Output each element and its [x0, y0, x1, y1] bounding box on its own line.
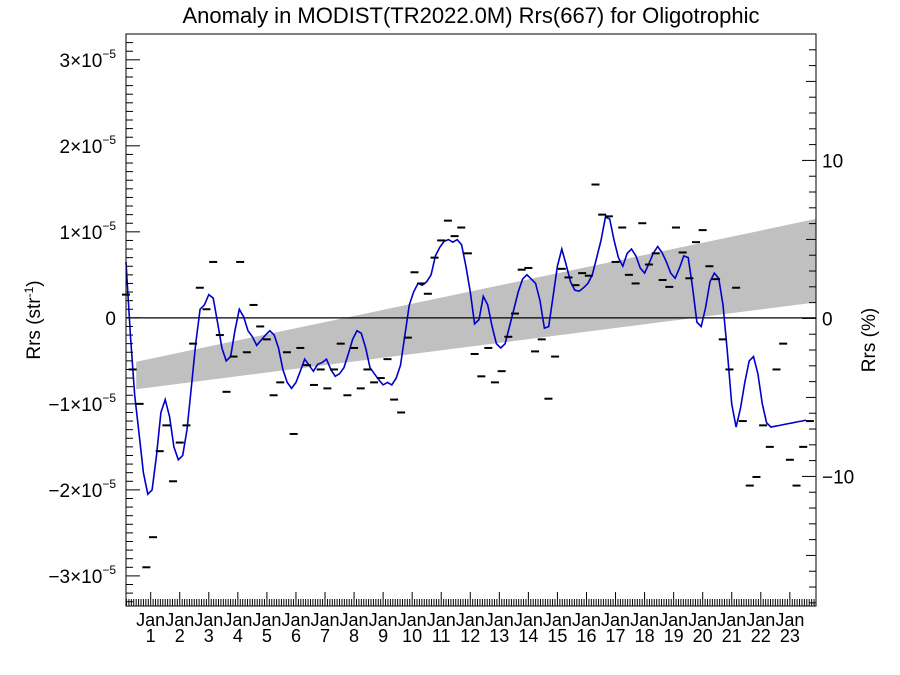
trend-band-layer	[136, 218, 816, 390]
x-tick-label-month: Jan	[252, 610, 281, 630]
x-tick-label-month: Jan	[456, 610, 485, 630]
x-tick-label-month: Jan	[514, 610, 543, 630]
smoothed-series-line	[125, 216, 806, 496]
x-tick-label-year: 5	[262, 626, 272, 646]
y-tick-label: −1×10−5	[48, 391, 116, 416]
x-tick-label-year: 3	[204, 626, 214, 646]
x-tick-label-year: 9	[378, 626, 388, 646]
x-tick-label-year: 21	[722, 626, 742, 646]
x-tick-label-month: Jan	[572, 610, 601, 630]
y2-tick-label: −10	[822, 467, 854, 488]
y-axis-label: Rrs (str-1)	[22, 280, 45, 359]
x-tick-label-month: Jan	[427, 610, 456, 630]
trend-band	[136, 218, 816, 390]
x-tick-label-year: 23	[780, 626, 800, 646]
x-tick-label-month: Jan	[223, 610, 252, 630]
y2-tick-label: 10	[822, 151, 843, 172]
y-tick-label: 1×10−5	[60, 219, 117, 244]
y-tick-exponent: −5	[102, 219, 116, 233]
x-tick-label-year: 19	[664, 626, 684, 646]
x-tick-label-year: 2	[175, 626, 185, 646]
x-tick-label-month: Jan	[659, 610, 688, 630]
y-tick-mantissa: −1×10	[48, 395, 102, 416]
x-tick-label-year: 6	[291, 626, 301, 646]
x-tick-label-year: 1	[146, 626, 156, 646]
y-axis-label-main: Rrs (str	[24, 297, 45, 360]
plot-frame	[125, 33, 817, 607]
x-tick-label-year: 8	[349, 626, 359, 646]
y-tick-label: 2×10−5	[60, 133, 117, 158]
x-tick-label-month: Jan	[485, 610, 514, 630]
axes-layer: −3×10−5−2×10−5−1×10−501×10−52×10−53×10−5…	[48, 33, 854, 646]
y-tick-label: −2×10−5	[48, 477, 116, 502]
x-tick-label-year: 7	[320, 626, 330, 646]
points-layer	[122, 183, 814, 569]
y-tick-mantissa: −2×10	[48, 481, 102, 502]
x-tick-label-month: Jan	[775, 610, 804, 630]
x-tick-label-month: Jan	[717, 610, 746, 630]
x-tick-label-year: 12	[460, 626, 480, 646]
y-tick-exponent: −5	[102, 133, 116, 147]
x-tick-label-year: 20	[693, 626, 713, 646]
x-tick-label-month: Jan	[688, 610, 717, 630]
x-tick-label-month: Jan	[194, 610, 223, 630]
x-tick-label-month: Jan	[281, 610, 310, 630]
y-axis-label-close: )	[24, 280, 45, 286]
x-tick-label-month: Jan	[601, 610, 630, 630]
x-tick-label-year: 14	[518, 626, 538, 646]
x-tick-label-year: 17	[606, 626, 626, 646]
x-tick-label-month: Jan	[136, 610, 165, 630]
y-tick-label: 3×10−5	[60, 47, 117, 72]
y-tick-mantissa: −3×10	[48, 567, 102, 588]
x-tick-label-month: Jan	[746, 610, 775, 630]
series-layer	[125, 216, 806, 496]
x-tick-label-year: 22	[751, 626, 771, 646]
x-tick-label-year: 18	[635, 626, 655, 646]
y-tick-mantissa: 1×10	[60, 223, 103, 244]
x-tick-label-year: 4	[233, 626, 243, 646]
x-tick-label-month: Jan	[630, 610, 659, 630]
x-tick-label-month: Jan	[340, 610, 369, 630]
x-tick-label-year: 16	[576, 626, 596, 646]
chart-title: Anomaly in MODIST(TR2022.0M) Rrs(667) fo…	[182, 3, 759, 28]
y-tick-label: 0	[105, 309, 116, 330]
x-tick-label-year: 11	[432, 626, 451, 646]
y-tick-exponent: −5	[102, 563, 116, 577]
y-axis-label-exp: -1	[22, 286, 36, 297]
x-tick-label-month: Jan	[165, 610, 194, 630]
x-tick-label-year: 15	[547, 626, 567, 646]
y-tick-exponent: −5	[102, 477, 116, 491]
x-tick-label-year: 13	[489, 626, 509, 646]
x-tick-label-month: Jan	[369, 610, 398, 630]
y-tick-exponent: −5	[102, 391, 116, 405]
x-tick-label-month: Jan	[310, 610, 339, 630]
y-tick-mantissa: 3×10	[60, 51, 103, 72]
y-tick-exponent: −5	[102, 47, 116, 61]
x-tick-label-month: Jan	[398, 610, 427, 630]
y-tick-mantissa: 2×10	[60, 137, 103, 158]
y-tick-mantissa: 0	[105, 309, 116, 330]
y2-axis-label: Rrs (%)	[859, 308, 880, 372]
x-tick-label-month: Jan	[543, 610, 572, 630]
x-tick-label-year: 10	[402, 626, 422, 646]
y-tick-label: −3×10−5	[48, 563, 116, 588]
y2-tick-label: 0	[822, 309, 833, 330]
